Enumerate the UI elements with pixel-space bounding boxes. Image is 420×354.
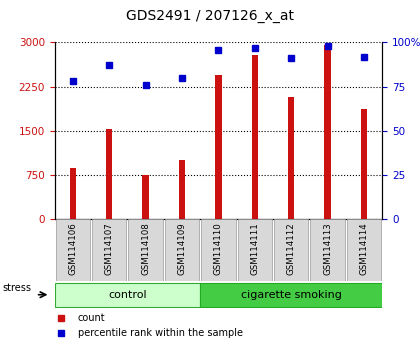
Bar <box>70 168 76 219</box>
Bar <box>324 45 331 219</box>
Text: GSM114110: GSM114110 <box>214 222 223 275</box>
Text: stress: stress <box>2 283 31 293</box>
Text: cigarette smoking: cigarette smoking <box>241 290 341 300</box>
Text: GSM114106: GSM114106 <box>68 222 77 275</box>
Bar <box>92 219 126 281</box>
Bar <box>238 219 272 281</box>
Text: GSM114111: GSM114111 <box>250 222 259 275</box>
Text: count: count <box>78 313 105 323</box>
Text: percentile rank within the sample: percentile rank within the sample <box>78 328 242 338</box>
Bar <box>361 109 367 219</box>
Text: GSM114113: GSM114113 <box>323 222 332 275</box>
Bar <box>179 160 185 219</box>
Bar <box>347 219 381 281</box>
Bar <box>310 219 345 281</box>
Bar <box>142 175 149 219</box>
Bar <box>56 219 90 281</box>
Bar <box>288 97 294 219</box>
Bar <box>200 283 382 307</box>
Text: GDS2491 / 207126_x_at: GDS2491 / 207126_x_at <box>126 9 294 23</box>
Bar <box>201 219 236 281</box>
Bar <box>274 219 308 281</box>
Bar <box>252 56 258 219</box>
Text: control: control <box>108 290 147 300</box>
Bar <box>215 75 222 219</box>
Text: GSM114112: GSM114112 <box>287 222 296 275</box>
Bar <box>129 219 163 281</box>
Bar <box>106 129 113 219</box>
Bar <box>165 219 199 281</box>
Text: GSM114109: GSM114109 <box>178 222 186 275</box>
Bar <box>55 283 200 307</box>
Text: GSM114107: GSM114107 <box>105 222 114 275</box>
Text: GSM114114: GSM114114 <box>360 222 368 275</box>
Text: GSM114108: GSM114108 <box>141 222 150 275</box>
